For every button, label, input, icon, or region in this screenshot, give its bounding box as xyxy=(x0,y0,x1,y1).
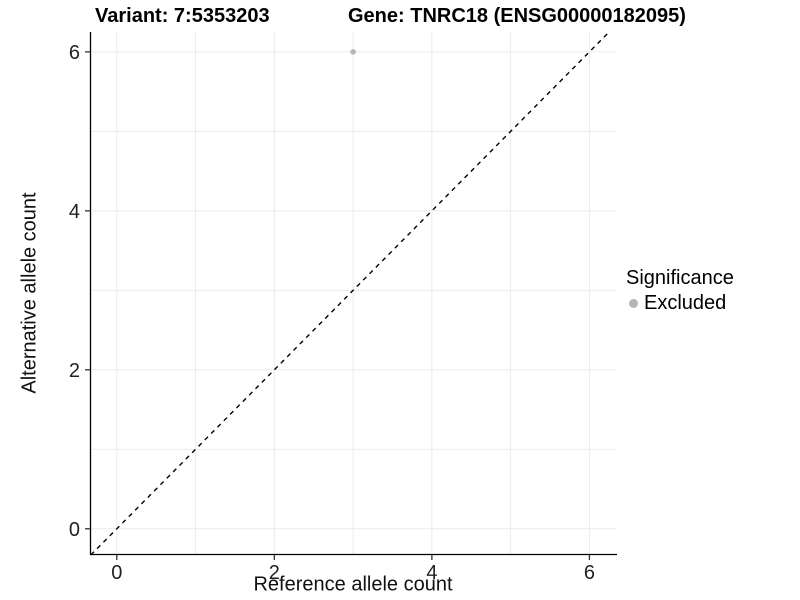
x-axis-title: Reference allele count xyxy=(253,573,453,596)
y-tick-label: 4 xyxy=(69,201,80,223)
y-tick-label: 6 xyxy=(69,42,80,64)
y-tick-label: 2 xyxy=(69,360,80,382)
plot-title-variant: Variant: 7:5353203 xyxy=(95,5,270,27)
y-axis-title: Alternative allele count xyxy=(18,192,41,394)
legend: Significance Excluded xyxy=(626,267,734,314)
x-tick-label: 0 xyxy=(111,562,122,584)
legend-item-label: Excluded xyxy=(644,292,727,314)
data-point xyxy=(350,49,356,55)
legend-item-excluded: Excluded xyxy=(626,292,734,314)
x-tick-label: 6 xyxy=(584,562,595,584)
y-tick-label: 0 xyxy=(69,519,80,541)
x-tick-label: 2 xyxy=(269,562,280,584)
plot-panel: 0 2 4 6 0 2 4 6 xyxy=(69,31,617,584)
identity-line xyxy=(90,31,610,556)
circle-marker-icon xyxy=(629,298,638,308)
x-tick-label: 4 xyxy=(426,562,437,584)
plot-title-gene: Gene: TNRC18 (ENSG00000182095) xyxy=(348,5,686,27)
legend-title: Significance xyxy=(626,267,734,289)
